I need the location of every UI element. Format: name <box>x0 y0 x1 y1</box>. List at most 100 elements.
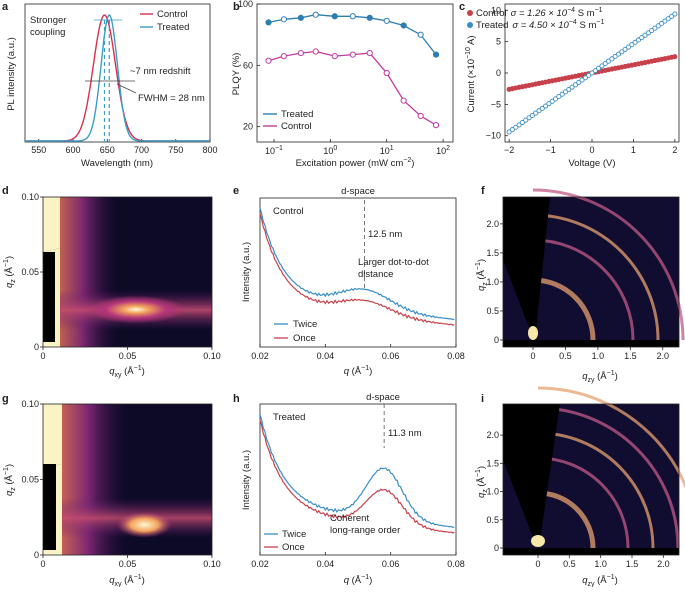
chart-i-ylabel-sup: −1 <box>475 469 482 477</box>
chart-i-xlabel-main: q <box>582 575 588 586</box>
chart-h-xlabel-main: q <box>344 575 350 586</box>
chart-f-ylabel-sub: z <box>482 282 489 286</box>
chart-c-point-treated <box>509 127 516 133</box>
chart-d: 000.050.050.100.10 qxy (Å−1) qz (Å−1) <box>3 192 221 379</box>
chart-i-ylabel-unit: (Å <box>476 476 487 489</box>
chart-c-legend-treated-exp: −4 <box>569 19 577 26</box>
chart-h-annotation-3: long-range order <box>330 525 400 536</box>
panel-label-c: c <box>459 1 465 13</box>
chart-a-annotation-1-line2: coupling <box>30 27 65 38</box>
chart-f-ring <box>532 238 635 341</box>
chart-c-point-treated <box>662 18 668 24</box>
chart-e-ylabel: Intensity (a.u.) <box>241 242 252 302</box>
chart-c-ytick-label: −10 <box>486 131 501 141</box>
chart-f-xlabel-sup: −1 <box>607 370 615 377</box>
chart-f-xlabel: qzy (Å−1) <box>582 370 618 384</box>
chart-d-ytick-label: 0 <box>34 342 39 352</box>
chart-b-xlabel-main: Excitation power (mW cm <box>296 158 404 169</box>
chart-a-ylabel: PL intensity (a.u.) <box>6 37 17 111</box>
chart-a-annotation-2: ~7 nm redshift <box>130 66 191 77</box>
chart-b-xtick-label-base: 10 <box>380 146 390 156</box>
chart-c-ylabel-sup: −10 <box>465 47 472 59</box>
chart-i: 000.50.51.01.01.51.52.02.0 qzy (Å−1) qz … <box>475 386 685 588</box>
chart-i-xtick-label: 1.0 <box>594 559 607 569</box>
chart-e-legend-once: Once <box>293 333 316 344</box>
chart-a-legend-control: Control <box>157 9 188 20</box>
chart-a: 550 600 650 700 750 800 Stronger coupling ~7 … <box>6 3 218 169</box>
chart-c-point-treated <box>612 53 618 60</box>
chart-b-xtick-label: 100 <box>323 145 337 156</box>
chart-i-ylabel-main: q <box>476 492 487 498</box>
chart-c-legend-control-value: σ = 1.26 × 10 <box>511 8 568 19</box>
chart-e: 0.02 0.04 0.06 0.08 d-space Control 12.5 nm… <box>241 186 465 377</box>
chart-i-ring <box>537 490 596 549</box>
chart-i-xtick-label: 0.5 <box>563 559 576 569</box>
chart-b-point-treated <box>366 14 373 21</box>
chart-e-legend-twice: Twice <box>293 319 317 330</box>
chart-f: 000.50.51.01.01.51.52.02.0 qzy (Å−1) qz … <box>475 188 685 384</box>
chart-d-xtick-label: 0.05 <box>119 351 137 361</box>
chart-b-xtick-label-exp: −1 <box>275 145 283 152</box>
chart-h-ticks: 0.02 0.04 0.06 0.08 <box>251 552 465 569</box>
chart-d-ticks: 00 0.05 0.05 0.10 0.10 <box>21 192 220 361</box>
chart-c-point-treated <box>665 16 671 22</box>
chart-b-point-control <box>297 49 304 57</box>
chart-c-legend-control: Control σ = 1.26 × 10−4 S m−1 <box>476 7 603 19</box>
chart-f-ytick-label: 1.5 <box>486 248 499 258</box>
chart-b-point-treated <box>297 14 304 21</box>
chart-c-point-treated <box>645 30 651 36</box>
chart-d-xlabel-sub: xy <box>115 372 123 379</box>
chart-g-beamstop <box>43 464 56 550</box>
chart-g-peak-spot <box>116 511 173 538</box>
chart-b-legend-control: Control <box>281 121 312 132</box>
chart-h-xtick-label: 0.06 <box>382 559 400 569</box>
chart-f-horizon <box>503 340 679 347</box>
chart-f-ring <box>532 277 596 341</box>
chart-f-xtick-label: 1.0 <box>592 351 605 361</box>
chart-g-ytick-label: 0.10 <box>21 399 39 409</box>
panel-label-i: i <box>481 393 484 405</box>
chart-g-xlabel: qxy (Å−1) <box>109 574 145 587</box>
chart-g-xlabel-unit: (Å <box>122 575 135 586</box>
chart-h-annotation-d: 11.3 nm <box>388 428 422 439</box>
panel-labels: a b c d e f g h i <box>2 1 485 405</box>
chart-h-xlabel-unit: (Å <box>349 575 362 586</box>
chart-g-xlabel-sup: −1 <box>134 574 142 581</box>
chart-e-ticks: 0.02 0.04 0.06 0.08 <box>251 344 465 361</box>
chart-c-point-treated <box>639 35 645 41</box>
chart-a-fwhm-pointer <box>116 83 137 94</box>
chart-g-ylabel-sub: z <box>10 487 17 491</box>
chart-b-xtick-label: 102 <box>436 145 450 156</box>
chart-d-ylabel-end: ) <box>4 256 15 259</box>
chart-e-inset-label: Control <box>273 206 304 217</box>
chart-e-annotation-3: distance <box>358 269 393 280</box>
chart-b-xtick-label: 10−1 <box>265 145 283 156</box>
chart-e-xlabel-end: ) <box>369 366 372 377</box>
chart-c-point-control <box>672 54 678 60</box>
chart-c-point-treated <box>579 77 585 83</box>
chart-c-point-treated <box>629 42 635 48</box>
chart-e-twice-curve <box>259 207 455 321</box>
chart-c-xtick-label: −1 <box>545 145 555 155</box>
chart-c-point-treated <box>533 110 539 116</box>
chart-c-legend-treated-unit-exp: −1 <box>596 19 604 26</box>
chart-c-point-treated <box>513 124 519 130</box>
chart-i-xtick-label: 1.5 <box>626 559 639 569</box>
chart-f-xlabel-main: q <box>582 371 588 382</box>
chart-f-xtick-label: 0 <box>530 351 535 361</box>
chart-g-xlabel-end: ) <box>142 575 145 586</box>
chart-c-point-treated <box>572 82 578 88</box>
chart-i-ylabel: qz (Å−1) <box>475 466 489 498</box>
chart-c-xtick-label: 1 <box>631 145 636 155</box>
chart-d-beamstop-top <box>43 197 60 252</box>
chart-c-xlabel: Voltage (V) <box>569 158 616 169</box>
chart-c-point-treated <box>519 119 525 126</box>
chart-c-point-treated <box>529 112 535 119</box>
panel-label-g: g <box>2 393 9 405</box>
panel-label-d: d <box>2 185 9 197</box>
chart-a-legend-treated: Treated <box>157 22 189 33</box>
chart-d-ylabel-sup: −1 <box>3 259 10 267</box>
chart-c-point-treated <box>625 44 632 50</box>
chart-b-xtick-label-exp: 1 <box>390 145 394 152</box>
